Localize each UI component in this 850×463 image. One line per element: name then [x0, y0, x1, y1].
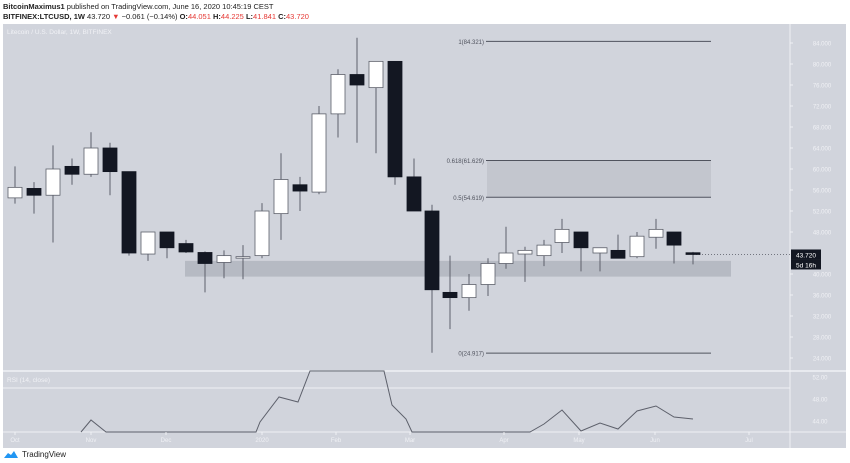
high-label: H: [212, 12, 221, 21]
support-zone[interactable] [185, 260, 731, 277]
price-axis-label: 52.000 [813, 210, 832, 216]
candle-down[interactable] [406, 176, 422, 212]
price-axis-label: 40.000 [813, 273, 832, 279]
time-axis-label: Nov [86, 438, 97, 444]
candle-up[interactable] [330, 74, 346, 115]
candle-down[interactable] [666, 231, 682, 246]
candle-down[interactable] [197, 252, 213, 264]
price-axis-label: 60.000 [813, 168, 832, 174]
candle-up[interactable] [273, 179, 289, 215]
price-axis-label: 76.000 [813, 84, 832, 90]
candle-up[interactable] [235, 256, 251, 259]
open-label: O: [179, 12, 188, 21]
last-price-value: 43.720 [796, 252, 816, 259]
brand-name: TradingView [22, 449, 67, 459]
candle-up[interactable] [592, 247, 608, 254]
candle-down[interactable] [26, 188, 42, 196]
close-label: C: [278, 12, 287, 21]
price-axis-label: 84.000 [813, 42, 832, 48]
fib-level-label: 1(84.321) [458, 40, 484, 46]
candle-up[interactable] [140, 231, 156, 255]
fib-zone[interactable] [487, 160, 711, 198]
price-axis-label: 56.000 [813, 189, 832, 195]
price-axis-label: 68.000 [813, 126, 832, 132]
countdown-tag [791, 259, 821, 270]
rsi-label: RSI (14, close) [7, 377, 50, 384]
fib-level-label: 0.618(61.629) [447, 159, 484, 165]
last-price: 43.720 [87, 12, 110, 21]
low-value: 41.841 [253, 12, 276, 21]
candle-up[interactable] [498, 252, 514, 264]
candle-down[interactable] [424, 210, 440, 291]
candle-up[interactable] [629, 235, 645, 258]
time-axis-label: 2020 [255, 438, 269, 444]
candle-down[interactable] [121, 171, 137, 254]
fib-level-label: 0.5(54.619) [453, 196, 484, 202]
publish-text: published on TradingView.com, June 16, 2… [66, 2, 274, 11]
candle-up[interactable] [517, 249, 533, 255]
candle-down[interactable] [387, 60, 403, 178]
candle-down[interactable] [178, 243, 194, 253]
close-value: 43.720 [286, 12, 309, 21]
candle-down[interactable] [685, 252, 701, 255]
price-axis-label: 80.000 [813, 63, 832, 69]
fib-level-label: 0(24.917) [458, 352, 484, 358]
chart-title: Litecoin / U.S. Dollar, 1W, BITFINEX [7, 29, 112, 36]
tradingview-logo[interactable]: TradingView [3, 449, 66, 459]
candle-down[interactable] [102, 147, 118, 173]
candle-up[interactable] [368, 60, 384, 89]
candle-down[interactable] [610, 249, 626, 259]
candle-down[interactable] [442, 291, 458, 299]
time-axis-label: Jul [745, 438, 753, 444]
price-axis-label: 36.000 [813, 294, 832, 300]
candle-up[interactable] [216, 255, 232, 263]
symbol: BITFINEX:LTCUSD, 1W [3, 12, 85, 21]
candle-up[interactable] [254, 210, 270, 257]
time-axis-label: Jun [650, 438, 660, 444]
publish-info: BitcoinMaximus1 published on TradingView… [3, 2, 273, 11]
price-axis-label: 28.000 [813, 336, 832, 342]
candle-down[interactable] [159, 231, 175, 249]
time-axis-label: May [573, 438, 584, 444]
last-price-tag [791, 249, 821, 260]
candle-down[interactable] [64, 165, 80, 175]
high-value: 44.225 [220, 12, 244, 21]
time-axis-label: Mar [405, 438, 415, 444]
author-name[interactable]: BitcoinMaximus1 [3, 2, 65, 11]
time-axis-label: Oct [10, 438, 20, 444]
candle-down[interactable] [573, 231, 589, 249]
candle-down[interactable] [292, 184, 308, 192]
price-change: −0.061 (−0.14%) [121, 12, 178, 21]
candle-up[interactable] [536, 244, 552, 257]
price-axis-label: 24.000 [813, 357, 832, 363]
candle-up[interactable] [461, 284, 477, 299]
candle-up[interactable] [648, 228, 664, 238]
rsi-axis-label: 44.00 [812, 420, 828, 426]
price-axis-label: 72.000 [813, 105, 832, 111]
low-label: L: [245, 12, 254, 21]
time-axis-label: Feb [331, 438, 342, 444]
rsi-axis-label: 48.00 [812, 398, 828, 404]
candle-up[interactable] [83, 147, 99, 175]
rsi-axis-label: 52.00 [812, 376, 828, 382]
candle-up[interactable] [45, 168, 61, 196]
tradingview-cloud-icon [4, 451, 18, 458]
candle-up[interactable] [554, 228, 570, 243]
time-axis-label: Apr [499, 438, 508, 444]
price-axis-label: 64.000 [813, 147, 832, 153]
price-axis-label: 32.000 [813, 315, 832, 321]
bar-countdown: 5d 16h [796, 262, 816, 269]
candle-up[interactable] [311, 113, 327, 193]
candle-up[interactable] [480, 263, 496, 285]
down-arrow-icon: ▼ [112, 12, 120, 21]
candle-down[interactable] [349, 74, 365, 86]
rsi-line[interactable] [80, 370, 694, 433]
candle-up[interactable] [7, 186, 23, 199]
price-axis-label: 48.000 [813, 231, 832, 237]
time-axis-label: Dec [161, 438, 172, 444]
symbol-info: BITFINEX:LTCUSD, 1W 43.720 ▼ −0.061 (−0.… [3, 12, 309, 21]
open-value: 44.051 [187, 12, 211, 21]
